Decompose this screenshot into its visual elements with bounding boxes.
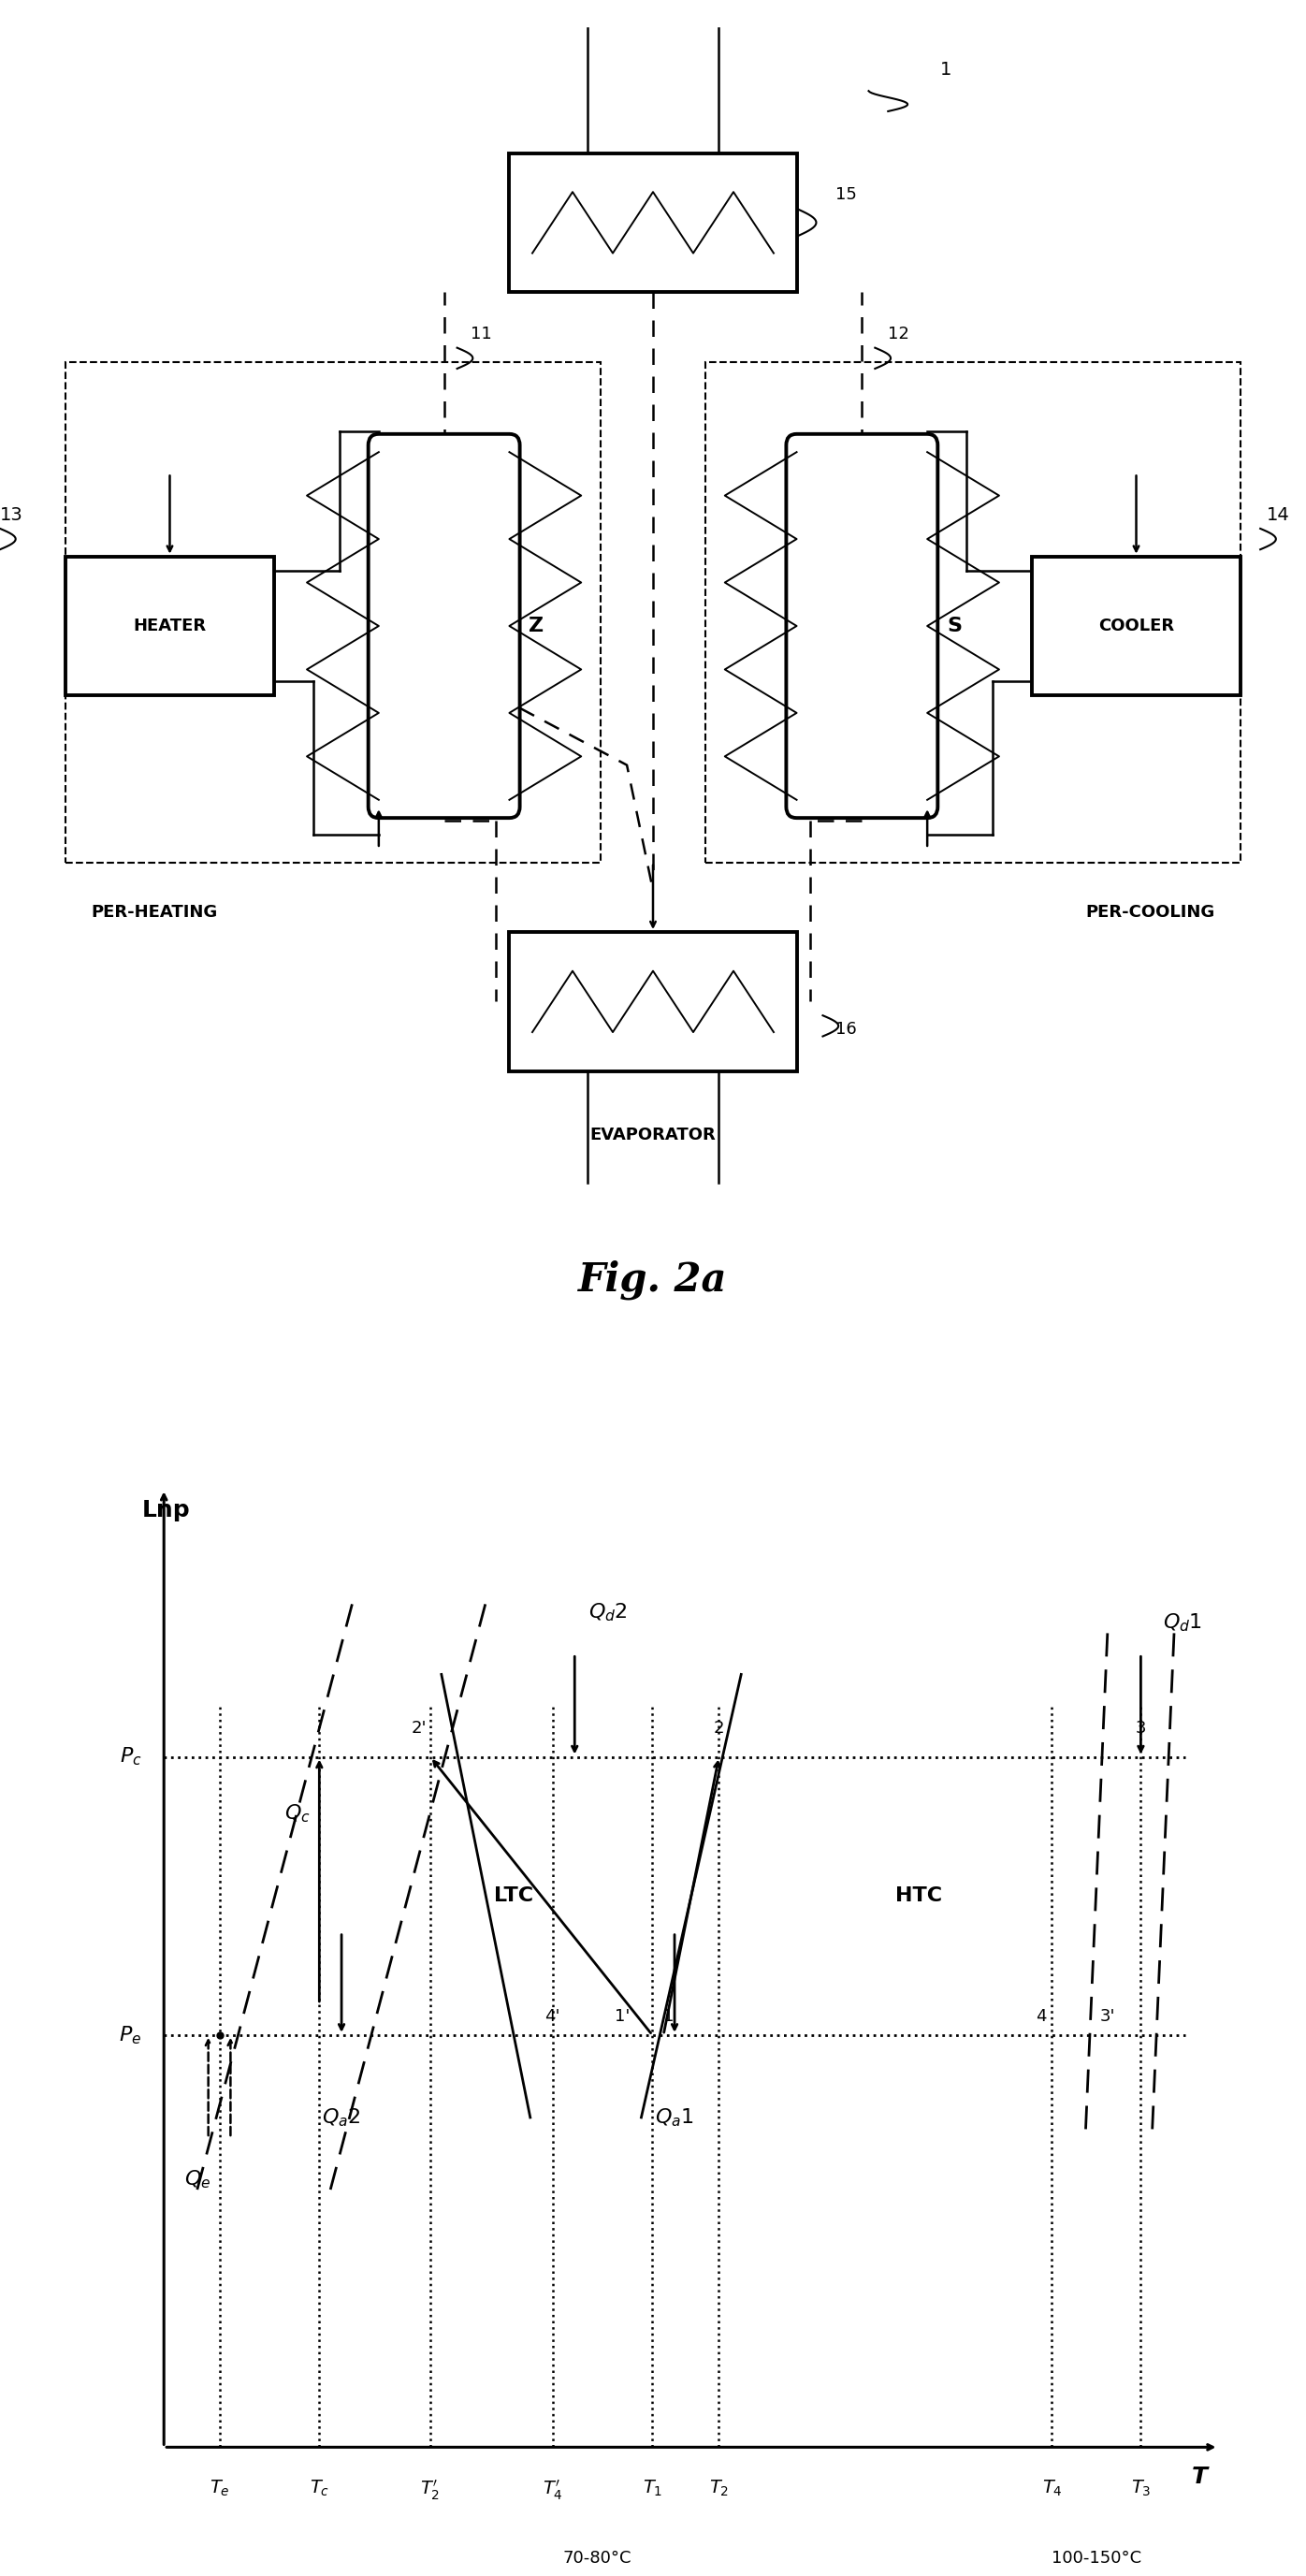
FancyBboxPatch shape [786,433,938,819]
Text: 12: 12 [888,325,909,343]
Text: $Q_a1$: $Q_a1$ [656,2107,693,2128]
Text: $Q_c$: $Q_c$ [285,1803,310,1824]
Text: PER-COOLING: PER-COOLING [1085,904,1215,922]
Bar [1032,556,1241,696]
FancyBboxPatch shape [368,433,520,819]
Text: 3': 3' [1100,2007,1115,2025]
Text: 16: 16 [836,1020,857,1038]
Text: 2': 2' [411,1718,427,1736]
Text: $T_2$: $T_2$ [709,2478,729,2499]
Text: PER-HEATING: PER-HEATING [91,904,218,922]
Text: S: S [947,616,961,636]
Text: $T_4'$: $T_4'$ [542,2478,563,2501]
Text: $T_c$: $T_c$ [310,2478,329,2499]
Text: COOLER: COOLER [1098,618,1174,634]
Text: $Q_a2$: $Q_a2$ [323,2107,360,2128]
Text: $T_3$: $T_3$ [1131,2478,1151,2499]
Text: 14: 14 [1267,505,1290,523]
Text: $Q_d1$: $Q_d1$ [1164,1613,1203,1633]
Text: 4: 4 [1036,2007,1046,2025]
Text: T: T [1191,2465,1207,2488]
Text: HTC: HTC [896,1886,942,1906]
Bar [705,361,1241,863]
Bar [509,933,797,1072]
Text: 70-80°C: 70-80°C [563,2550,631,2568]
Text: 100-150°C: 100-150°C [1051,2550,1141,2568]
Bar [65,556,274,696]
Text: $T_e$: $T_e$ [209,2478,230,2499]
Text: Fig. 2a: Fig. 2a [579,1260,727,1301]
Text: Lnp: Lnp [141,1499,189,1522]
Bar [65,361,601,863]
Text: EVAPORATOR: EVAPORATOR [590,1126,716,1144]
Text: 4': 4' [545,2007,560,2025]
Text: 11: 11 [470,325,491,343]
Text: LTC: LTC [494,1886,533,1906]
Text: $P_e$: $P_e$ [119,2025,141,2045]
Text: $P_c$: $P_c$ [120,1747,141,1767]
Text: 2: 2 [713,1718,725,1736]
Bar [509,152,797,291]
Text: 3: 3 [1135,1718,1147,1736]
Text: $T_2'$: $T_2'$ [421,2478,440,2501]
Text: $Q_e$: $Q_e$ [184,2169,210,2190]
Text: HEATER: HEATER [133,618,206,634]
Text: $T_4$: $T_4$ [1042,2478,1062,2499]
Text: 15: 15 [836,185,857,204]
Text: 1': 1' [615,2007,631,2025]
Text: $Q_d2$: $Q_d2$ [589,1602,627,1623]
Text: Z: Z [529,616,545,636]
Text: 1: 1 [663,2007,674,2025]
Text: $T_1$: $T_1$ [643,2478,662,2499]
Text: 13: 13 [0,505,24,523]
Text: 1: 1 [940,62,952,77]
